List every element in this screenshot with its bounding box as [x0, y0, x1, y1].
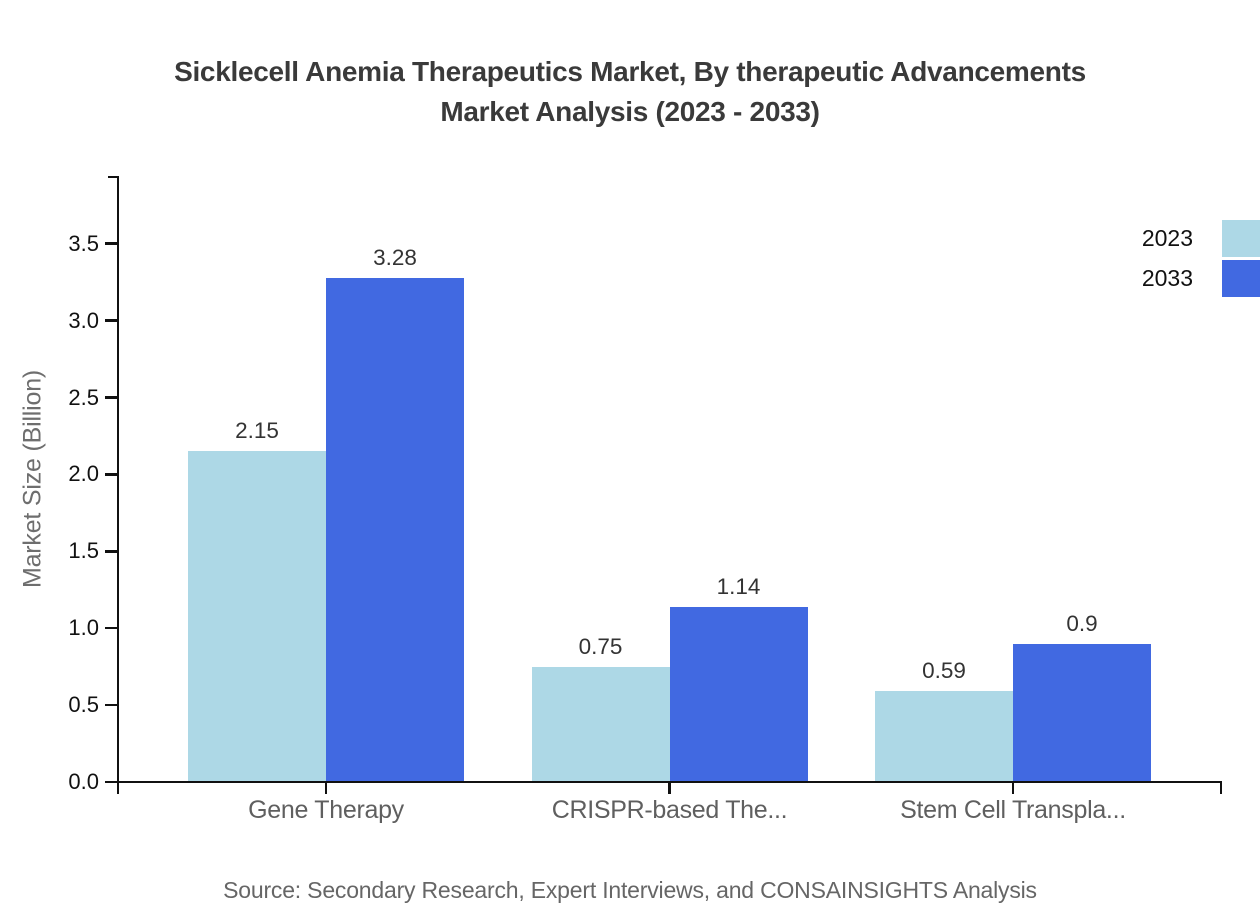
y-tick-label: 0.5	[68, 692, 99, 718]
bar-2023-crispr-based-the[interactable]	[531, 666, 670, 782]
y-tick-label: 2.0	[68, 461, 99, 487]
x-category-label-stem-cell-transpla: Stem Cell Transpla...	[900, 796, 1126, 824]
source-note: Source: Secondary Research, Expert Inter…	[223, 877, 1037, 903]
y-axis-end-tick	[108, 175, 119, 179]
bar-2023-stem-cell-transpla[interactable]	[875, 691, 1013, 782]
y-tick	[105, 550, 119, 553]
y-tick-label: 3.5	[68, 230, 99, 256]
bar-value-2023-crispr-based-the: 0.75	[578, 633, 623, 659]
bar-2023-gene-therapy[interactable]	[188, 451, 326, 782]
x-tick	[668, 782, 671, 794]
y-tick	[105, 396, 119, 399]
bar-2033-gene-therapy[interactable]	[326, 277, 464, 782]
x-axis-line	[105, 780, 1222, 784]
bar-2033-stem-cell-transpla[interactable]	[1013, 643, 1151, 782]
legend-label-2033: 2033	[1141, 265, 1193, 291]
legend-item-2033[interactable]: 2033	[1142, 260, 1260, 297]
bar-value-2023-stem-cell-transpla: 0.59	[922, 658, 966, 684]
y-tick	[105, 703, 119, 707]
x-category-label-crispr-based-the: CRISPR-based The...	[551, 796, 788, 824]
legend-label-2023: 2023	[1141, 225, 1193, 251]
y-tick	[105, 242, 119, 245]
x-tick	[324, 782, 328, 794]
chart-title: Sicklecell Anemia Therapeutics Market, B…	[0, 52, 1260, 132]
bar-value-2033-stem-cell-transpla: 0.9	[1066, 610, 1098, 636]
chart-title-line2: Market Analysis (2023 - 2033)	[440, 96, 820, 127]
y-tick	[105, 626, 119, 630]
y-tick-label: 0.0	[68, 769, 99, 794]
legend: 2023 2033	[1142, 220, 1260, 300]
legend-swatch-2033	[1222, 260, 1260, 297]
x-tick	[1011, 782, 1015, 794]
x-category-label-gene-therapy: Gene Therapy	[248, 796, 404, 824]
bar-2033-crispr-based-the[interactable]	[669, 606, 808, 782]
y-tick	[105, 473, 119, 476]
y-axis-line	[116, 177, 119, 794]
bar-value-2033-gene-therapy: 3.28	[373, 244, 417, 270]
bar-value-2023-gene-therapy: 2.15	[235, 418, 279, 444]
y-tick-label: 3.0	[68, 307, 99, 333]
bar-value-2033-crispr-based-the: 1.14	[716, 573, 761, 599]
x-axis-end-tick	[1219, 782, 1222, 794]
y-tick	[105, 319, 119, 322]
y-tick-label: 2.5	[68, 384, 99, 410]
legend-swatch-2023	[1222, 220, 1260, 257]
legend-item-2023[interactable]: 2023	[1142, 220, 1260, 257]
y-tick-label: 1.0	[68, 615, 99, 641]
chart-title-line1: Sicklecell Anemia Therapeutics Market, B…	[174, 56, 1086, 87]
y-tick-label: 1.5	[68, 538, 99, 564]
